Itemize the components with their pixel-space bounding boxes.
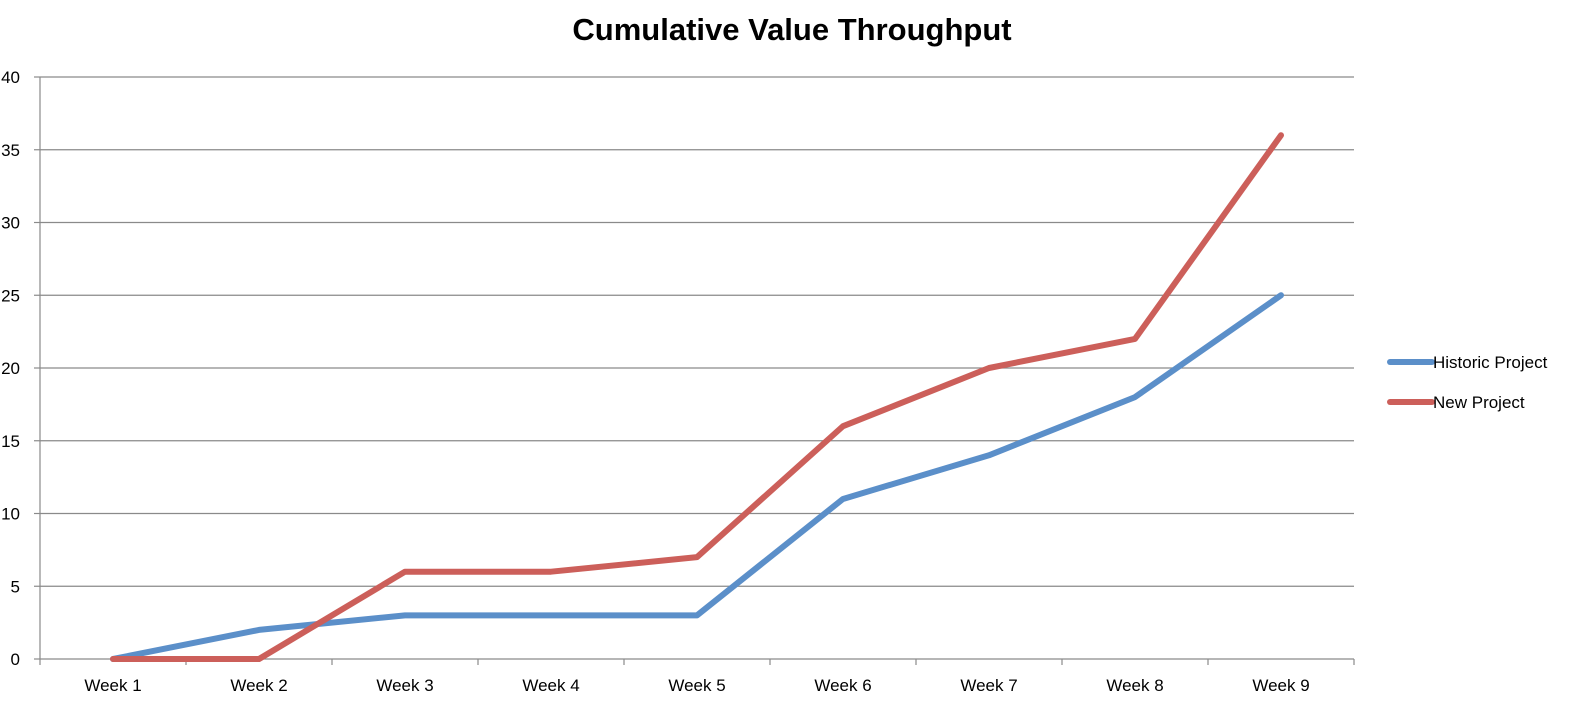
data-point	[258, 658, 260, 660]
data-point	[404, 614, 406, 616]
legend-label: Historic Project	[1433, 353, 1548, 372]
series-line	[110, 292, 1284, 662]
x-tick-label: Week 1	[84, 676, 141, 695]
data-point	[696, 556, 698, 558]
data-point	[1280, 294, 1282, 296]
data-point	[696, 614, 698, 616]
legend-item: Historic Project	[1387, 353, 1548, 372]
data-point	[842, 498, 844, 500]
series-lines	[110, 132, 1284, 662]
data-point	[842, 425, 844, 427]
x-tick-label: Week 4	[522, 676, 579, 695]
gridlines	[40, 76, 1354, 587]
data-point	[550, 614, 552, 616]
y-tick-label: 5	[11, 577, 20, 596]
x-tick-label: Week 8	[1106, 676, 1163, 695]
y-tick-label: 10	[1, 505, 20, 524]
data-point	[404, 571, 406, 573]
axes	[34, 76, 1355, 665]
data-point	[550, 571, 552, 573]
data-point	[258, 629, 260, 631]
y-tick-label: 15	[1, 432, 20, 451]
x-tick-label: Week 6	[814, 676, 871, 695]
legend-label: New Project	[1433, 393, 1525, 412]
data-point	[988, 454, 990, 456]
x-tick-label: Week 5	[668, 676, 725, 695]
y-tick-label: 20	[1, 359, 20, 378]
y-tick-label: 0	[11, 650, 20, 669]
x-tick-label: Week 2	[230, 676, 287, 695]
y-tick-label: 35	[1, 141, 20, 160]
y-axis-tick-labels: 0 5 10 15 20 25 30 35 40	[1, 68, 20, 669]
series-2	[110, 132, 1284, 662]
y-tick-label: 40	[1, 68, 20, 87]
x-axis-tick-labels: Week 1 Week 2 Week 3 Week 4 Week 5 Week 6 Week…	[84, 676, 1309, 695]
series-1	[110, 292, 1284, 662]
data-point	[1134, 338, 1136, 340]
y-tick-label: 25	[1, 286, 20, 305]
x-tick-label: Week 9	[1252, 676, 1309, 695]
legend-item: New Project	[1387, 393, 1525, 412]
data-point	[1134, 396, 1136, 398]
chart-title: Cumulative Value Throughput	[572, 12, 1011, 47]
data-point	[988, 367, 990, 369]
x-tick-label: Week 7	[960, 676, 1017, 695]
y-tick-label: 30	[1, 214, 20, 233]
legend: Historic Project New Project	[1387, 353, 1548, 412]
data-point	[112, 658, 114, 660]
x-tick-label: Week 3	[376, 676, 433, 695]
series-line	[110, 132, 1284, 662]
data-point	[1280, 134, 1282, 136]
